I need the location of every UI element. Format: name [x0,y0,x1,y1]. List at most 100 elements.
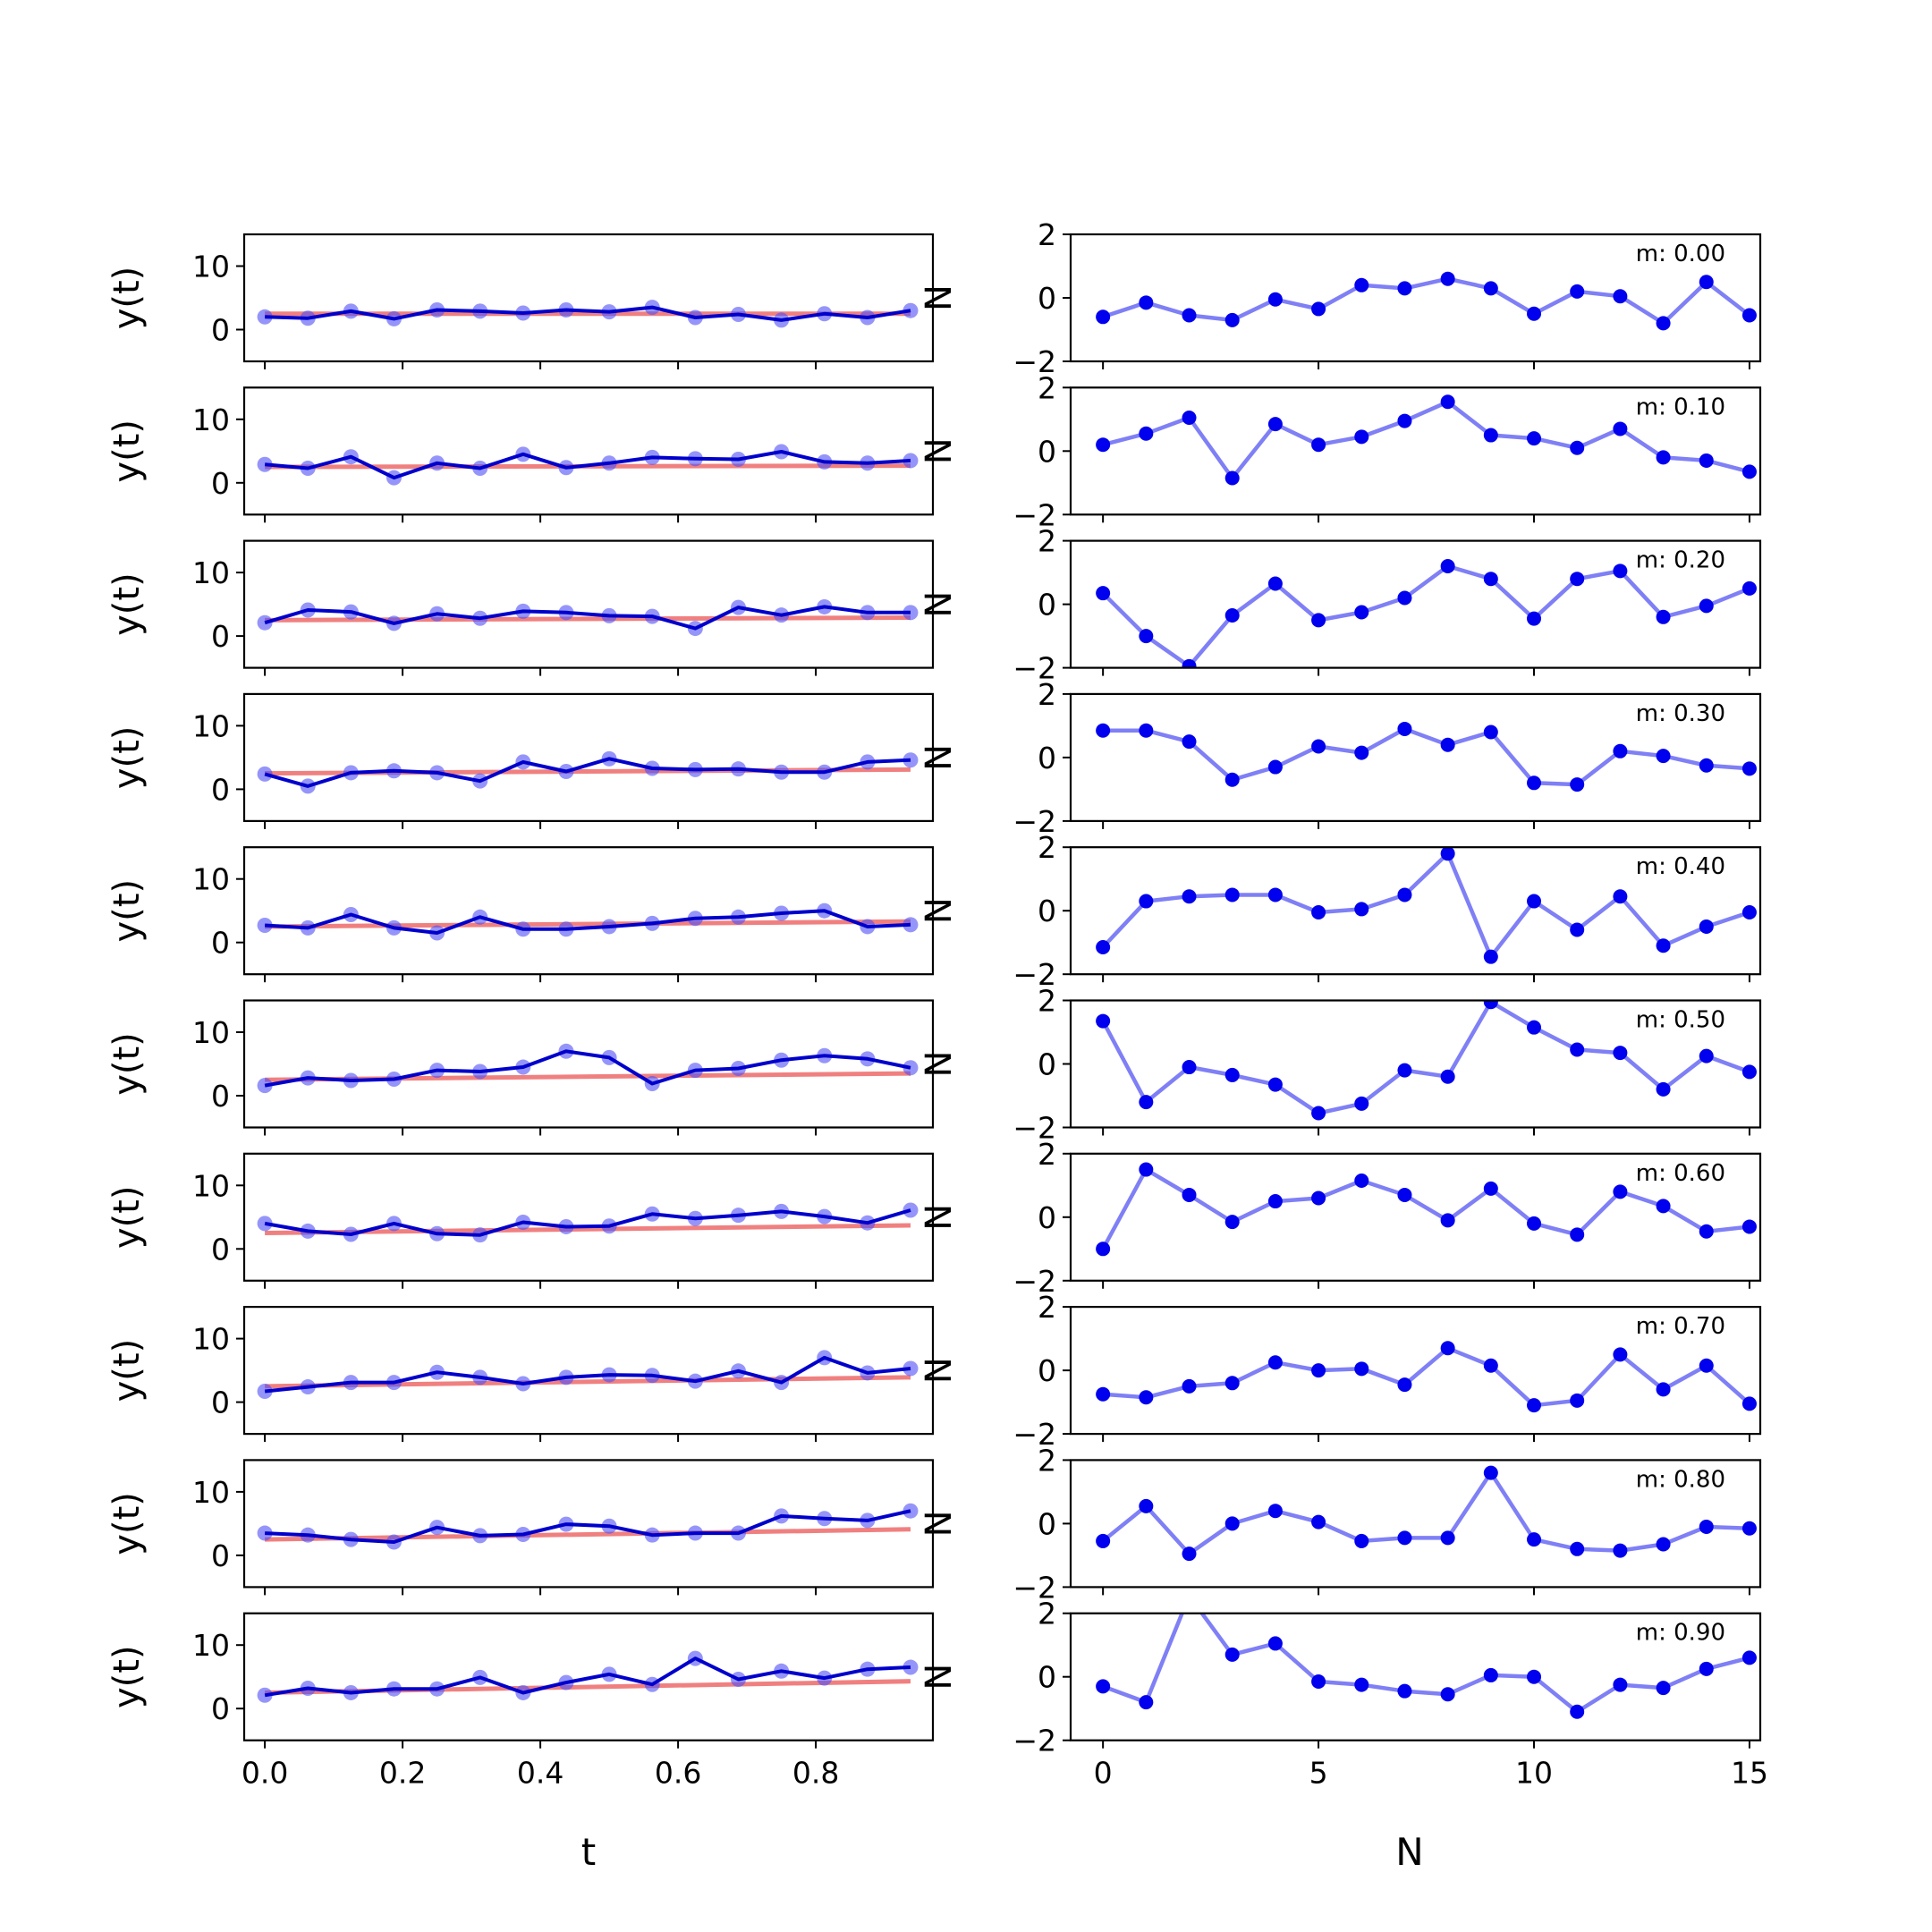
residual-point [1699,1224,1714,1239]
residual-point [1699,598,1714,614]
left-axes-frame [242,386,935,516]
right-y-tick-label: −2 [1013,957,1056,992]
right-axes-frame [1069,386,1762,516]
residual-point [1354,1361,1369,1377]
residual-point [1656,316,1671,331]
subplot-row: 0 10 y(t) −2 0 2 Nm: 0.30 [106,677,1762,839]
residual-point [1182,1378,1197,1394]
residual-point [1311,1191,1326,1206]
slope-annotation: m: 0.50 [1636,1007,1725,1034]
left-axes-frame [242,1305,935,1436]
slope-annotation: m: 0.30 [1636,700,1725,727]
residual-point [1224,1376,1240,1391]
left-axes: 0 10 y(t) [106,233,935,369]
left-y-axis-label: y(t) [106,1032,148,1096]
left-y-tick-label: 10 [192,1015,230,1050]
left-y-tick-label: 10 [192,555,230,590]
left-y-tick-label: 10 [192,1475,230,1510]
residual-line [1101,1167,1750,1250]
residual-point [1570,922,1585,937]
residual-point [1613,1543,1628,1558]
residual-point [1397,281,1412,296]
residual-point [1613,1347,1628,1362]
left-x-tick-label: 0.0 [242,1756,288,1791]
left-axes: 0 10 y(t) [106,999,935,1136]
subplot-row: 0 10 0.0 0.2 0.4 0.6 0.8 y(t) −2 0 2 0 5 10 15 Nm: 0.90 [106,1597,1768,1791]
residual-point [1139,295,1154,310]
residual-line [1101,1000,1750,1115]
right-y-axis-label: N [919,1357,960,1384]
residual-point [1182,1187,1197,1202]
left-y-axis-label: y(t) [106,1186,148,1250]
left-axes-frame [242,846,935,976]
residual-point [1656,1199,1671,1214]
right-y-tick-label: −2 [1013,1264,1056,1299]
residual-point [1397,1063,1412,1078]
left-y-tick-label: 0 [211,1691,230,1726]
residual-point [1182,308,1197,323]
right-y-tick-label: 0 [1038,894,1056,928]
residual-point [1440,1069,1455,1084]
right-axes-frame [1069,539,1762,669]
right-y-tick-label: 2 [1038,1290,1056,1325]
right-axes: −2 0 2 Nm: 0.60 [919,1137,1762,1299]
right-axes-frame [1069,999,1762,1129]
left-plot-area [257,300,919,328]
right-x-tick-label: 10 [1515,1756,1553,1791]
residual-point [1139,1695,1154,1710]
subplot-row: 0 10 y(t) −2 0 2 Nm: 0.50 [106,984,1762,1146]
residual-point [1483,1465,1498,1480]
left-axes-frame [242,1152,935,1282]
right-y-tick-label: 0 [1038,1353,1056,1388]
data-point [257,1384,273,1400]
right-y-tick-label: −2 [1013,804,1056,839]
residual-point [1741,1650,1757,1665]
residual-point [1483,1358,1498,1373]
right-axes: −2 0 2 Nm: 0.00 [919,217,1762,379]
residual-point [1267,576,1283,591]
right-axes-frame [1069,1612,1762,1741]
left-axes: 0 10 y(t) [106,1305,935,1443]
subplot-row: 0 10 y(t) −2 0 2 Nm: 0.80 [106,1443,1762,1605]
residual-point [1224,1647,1240,1662]
residual-point [1741,1064,1757,1080]
residual-point [1527,306,1542,321]
residual-point [1182,1546,1197,1562]
residual-point [1613,564,1628,579]
residual-point [1139,426,1154,441]
residual-point [1656,450,1671,465]
subplot-row: 0 10 y(t) −2 0 2 Nm: 0.20 [106,524,1762,686]
right-y-tick-label: 0 [1038,741,1056,775]
residual-point [1096,723,1111,738]
left-y-tick-label: 0 [211,466,230,501]
residual-point [1224,887,1240,902]
residual-point [1440,394,1455,410]
right-y-axis-label: N [919,437,960,464]
residual-point [1397,413,1412,428]
residual-point [1656,938,1671,953]
left-x-tick-label: 0.2 [379,1756,426,1791]
residual-point [1311,1106,1326,1121]
right-y-tick-label: 2 [1038,524,1056,559]
residual-point [1224,312,1240,327]
residual-point [1224,1516,1240,1531]
residual-line [1102,1346,1751,1408]
right-axes: −2 0 2 0 5 10 15 Nm: 0.90 [919,1597,1768,1791]
residual-point [1741,580,1757,596]
residual-point [1483,572,1498,587]
right-axes: −2 0 2 Nm: 0.80 [919,1443,1762,1605]
residual-point [1699,1358,1714,1373]
right-axes-frame [1069,1305,1762,1436]
residual-point [1096,1533,1111,1548]
slope-annotation: m: 0.00 [1636,241,1725,267]
fit-line [265,1223,911,1236]
residual-point [1397,1683,1412,1699]
right-axes: −2 0 2 Nm: 0.20 [919,524,1762,686]
residual-point [1570,284,1585,299]
residual-point [1139,723,1154,738]
left-y-axis-label: y(t) [106,572,148,636]
left-y-tick-label: 0 [211,619,230,654]
left-y-axis-label: y(t) [106,1645,148,1708]
residual-point [1311,1674,1326,1690]
residual-point [1267,417,1283,432]
